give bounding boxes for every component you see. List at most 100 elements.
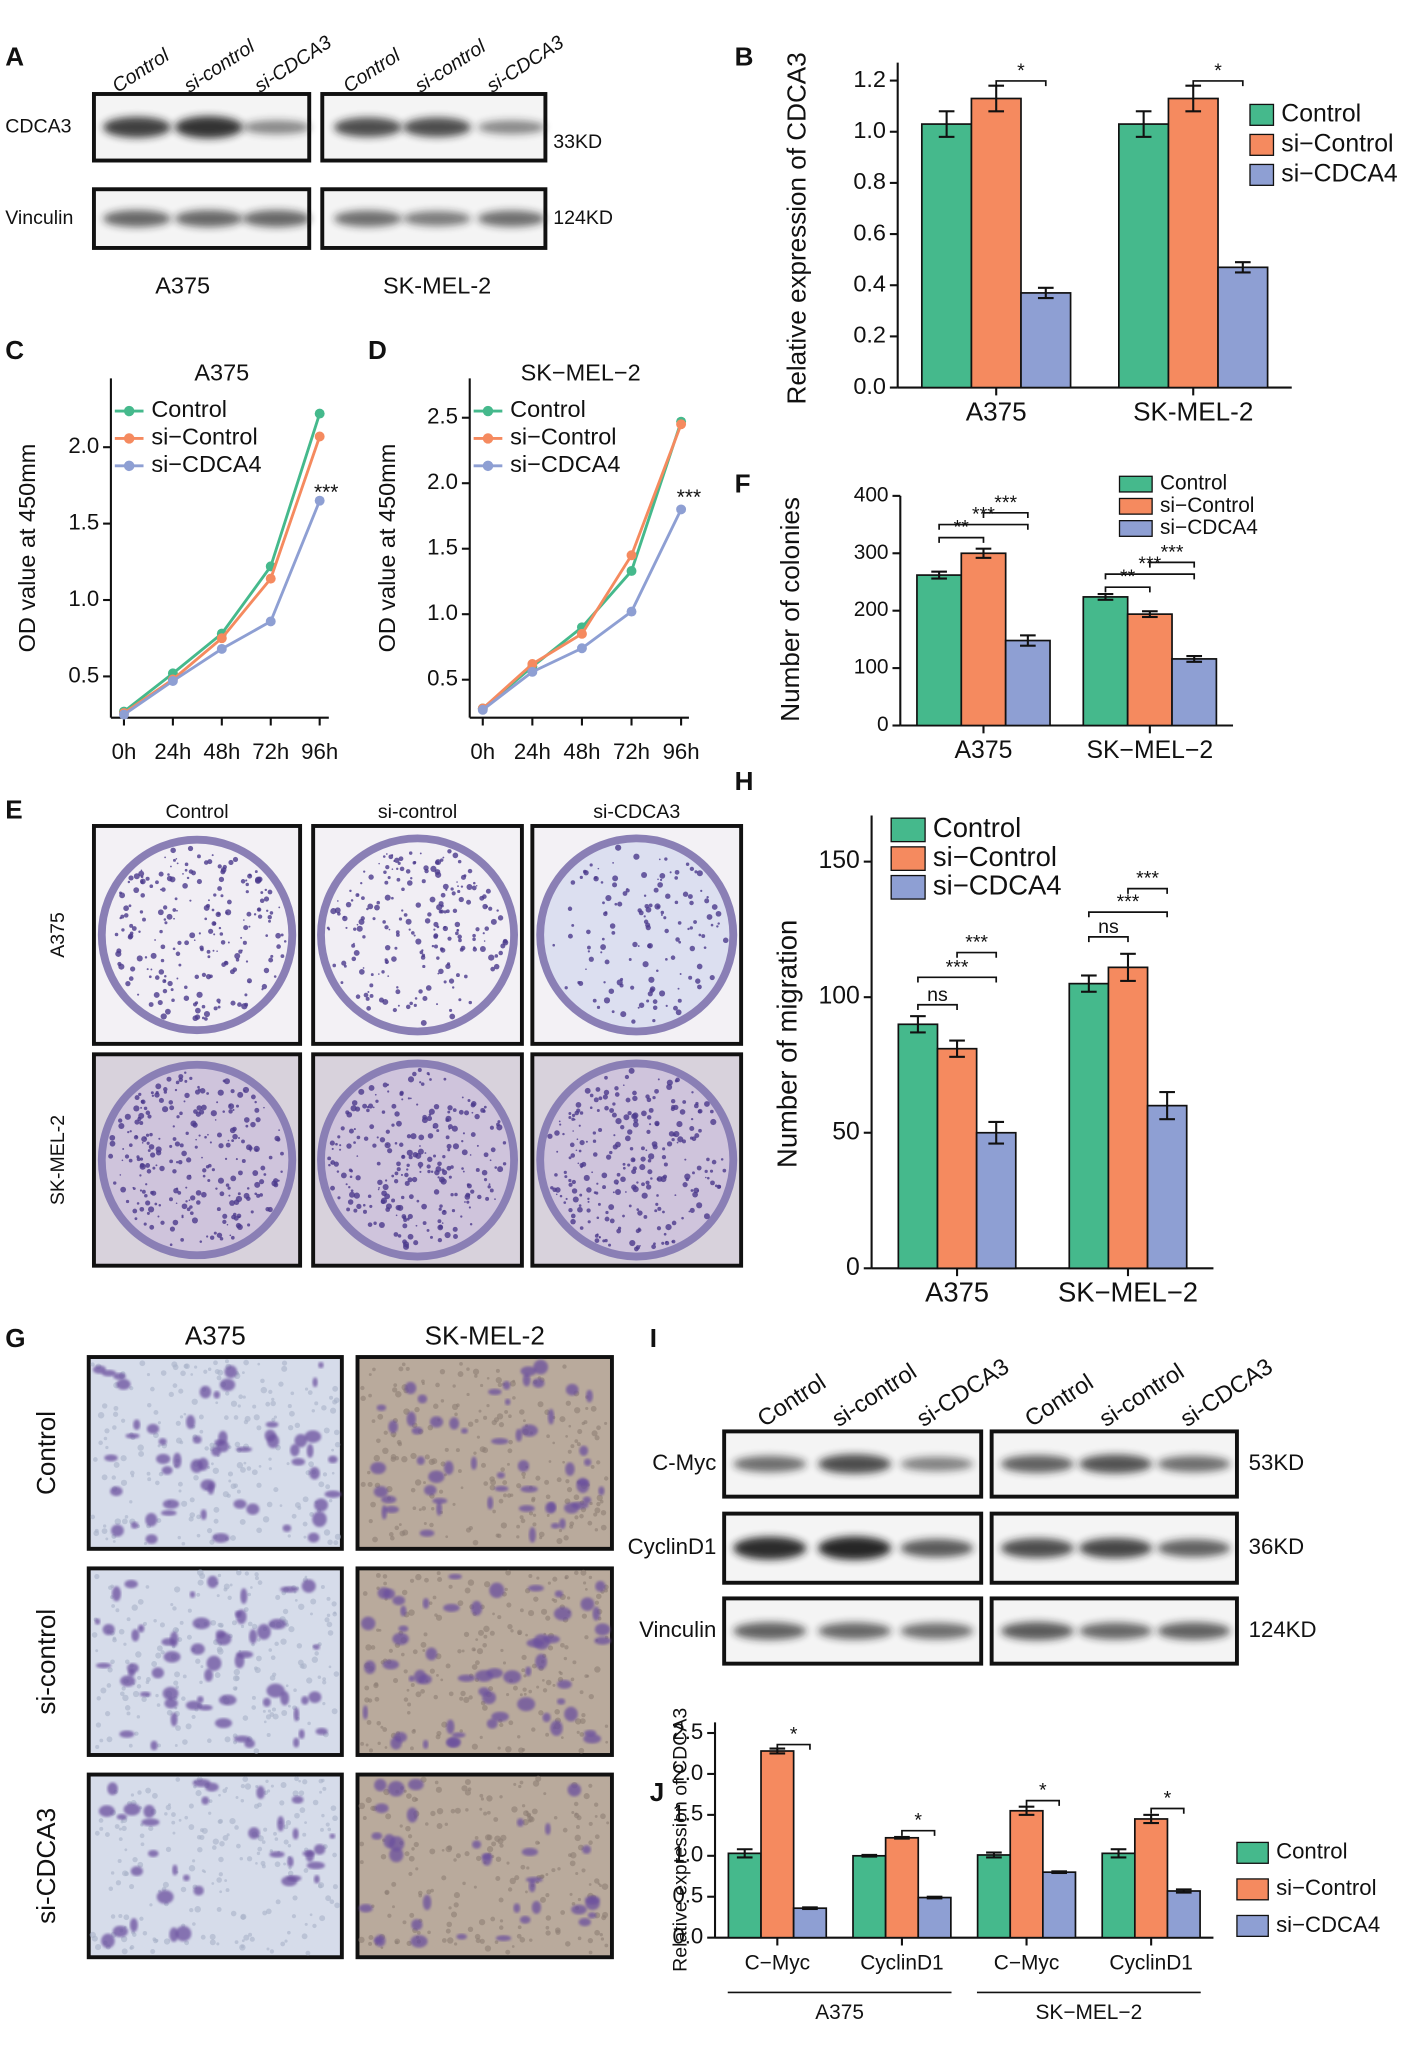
- colony: [378, 862, 380, 865]
- colony: [363, 1136, 369, 1141]
- pore: [565, 1400, 571, 1406]
- pore: [600, 1937, 605, 1941]
- colony: [394, 1141, 398, 1145]
- pore: [455, 1448, 460, 1453]
- colony: [597, 867, 600, 870]
- pore: [594, 1507, 601, 1514]
- pore: [588, 1821, 593, 1826]
- pore: [261, 1840, 266, 1844]
- colony: [496, 1122, 500, 1127]
- colony: [563, 1170, 567, 1174]
- colony: [636, 1208, 640, 1212]
- pore: [321, 1813, 325, 1818]
- pore: [254, 1667, 261, 1674]
- cell: [189, 1591, 196, 1598]
- colony: [674, 869, 680, 875]
- colony: [654, 1209, 658, 1213]
- pore: [441, 1721, 448, 1728]
- blot-band: [1079, 1622, 1153, 1640]
- error-bar: [1143, 1813, 1159, 1825]
- colony: [240, 936, 243, 939]
- legend-swatch: [890, 817, 926, 843]
- pore: [427, 1424, 434, 1431]
- colony: [458, 896, 464, 903]
- colony: [241, 1003, 248, 1010]
- colony: [586, 1187, 592, 1193]
- pore: [278, 1381, 284, 1387]
- colony: [173, 858, 176, 862]
- cell: [233, 1735, 251, 1743]
- x-tick-label: SK-MEL-2: [1133, 397, 1253, 427]
- colony: [189, 899, 192, 902]
- significance-bracket: [917, 1003, 958, 1010]
- pore: [506, 1693, 510, 1697]
- colony: [422, 995, 428, 1002]
- colony: [366, 907, 369, 911]
- pore: [464, 1779, 471, 1786]
- colony: [158, 1097, 164, 1104]
- colony: [677, 1136, 684, 1143]
- colony: [657, 878, 659, 881]
- colony: [666, 1084, 673, 1090]
- cell: [516, 1818, 524, 1827]
- pore: [106, 1736, 113, 1743]
- cell: [392, 1632, 409, 1646]
- pore: [265, 1401, 271, 1407]
- colony: [219, 1236, 224, 1241]
- pore: [388, 1648, 393, 1653]
- colony: [133, 887, 140, 894]
- colony: [395, 930, 400, 935]
- colony: [349, 889, 352, 893]
- colony: [489, 1159, 492, 1162]
- colony: [155, 1146, 162, 1153]
- pore: [244, 1571, 250, 1576]
- colony: [615, 1117, 622, 1125]
- lane-label: si-control: [1094, 1358, 1188, 1432]
- colony: [592, 998, 597, 1003]
- pore: [459, 1729, 463, 1733]
- pore: [528, 1511, 534, 1516]
- colony: [439, 1204, 443, 1208]
- colony: [280, 1170, 283, 1173]
- pore: [254, 1576, 259, 1581]
- colony: [469, 1223, 473, 1226]
- cell: [169, 1927, 179, 1942]
- pore: [531, 1808, 538, 1815]
- pore: [368, 1941, 373, 1946]
- blot-band: [403, 117, 472, 138]
- colony: [145, 1163, 151, 1168]
- colony: [572, 1130, 574, 1132]
- pore: [587, 1520, 593, 1526]
- pore: [494, 1940, 499, 1944]
- row-label: SK-MEL-2: [47, 1115, 69, 1205]
- chart-title: A375: [194, 360, 249, 386]
- pore: [97, 1412, 105, 1419]
- colony: [475, 884, 478, 887]
- pore: [247, 1592, 252, 1597]
- colony: [175, 951, 181, 957]
- colony: [647, 991, 653, 997]
- pore: [332, 1884, 338, 1890]
- colony: [206, 1092, 210, 1095]
- pore: [589, 1501, 593, 1506]
- legend-label: Control: [510, 396, 586, 422]
- pore: [401, 1456, 408, 1463]
- pore: [244, 1783, 252, 1790]
- colony: [612, 882, 618, 888]
- colony: [372, 1106, 375, 1109]
- lane-label: si-CDCA3: [1175, 1353, 1277, 1432]
- pore: [307, 1721, 311, 1726]
- colony: [427, 1073, 430, 1076]
- pore: [579, 1718, 586, 1724]
- pore: [216, 1594, 220, 1598]
- colony: [662, 1147, 666, 1151]
- colony: [485, 1196, 490, 1201]
- dish: [97, 835, 297, 1035]
- cell: [553, 1607, 572, 1621]
- colony: [263, 967, 270, 974]
- colony: [165, 1008, 171, 1015]
- bar: [792, 1907, 828, 1939]
- pore: [601, 1883, 609, 1890]
- cell: [422, 1739, 429, 1749]
- pore: [476, 1648, 484, 1655]
